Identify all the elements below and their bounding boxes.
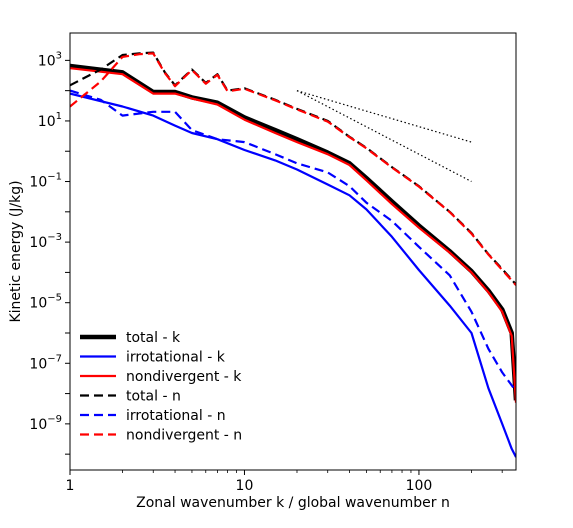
x-tick-label: 10 [236, 478, 254, 494]
series-line-6 [70, 52, 516, 286]
reference-slope-line-2 [296, 90, 472, 183]
series-line-3 [70, 67, 516, 403]
legend-label: irrotational - k [126, 350, 226, 366]
legend-label: total - n [126, 389, 181, 405]
y-tick-label: 101 [38, 111, 62, 130]
series-line-2 [70, 92, 516, 458]
y-tick-label: 103 [38, 50, 62, 69]
y-axis-label: Kinetic energy (J/kg) [8, 180, 24, 322]
y-tick-label: 10−9 [29, 414, 62, 433]
x-axis-label: Zonal wavenumber k / global wavenumber n [136, 495, 450, 511]
legend-label: total - k [126, 330, 181, 346]
legend-label: nondivergent - n [126, 428, 242, 444]
plot-frame [69, 32, 517, 471]
y-tick-label: 10−5 [29, 293, 62, 312]
y-tick-label: 10−7 [29, 353, 62, 372]
legend-label: nondivergent - k [126, 369, 242, 385]
x-tick-label: 100 [406, 478, 433, 494]
legend-label: irrotational - n [126, 408, 226, 424]
y-tick-label: 10−1 [29, 172, 62, 191]
x-tick-label: 1 [66, 478, 75, 494]
y-tick-label: 10−3 [29, 232, 62, 251]
legend: total - k irrotational - k nondivergent - … [80, 330, 242, 444]
